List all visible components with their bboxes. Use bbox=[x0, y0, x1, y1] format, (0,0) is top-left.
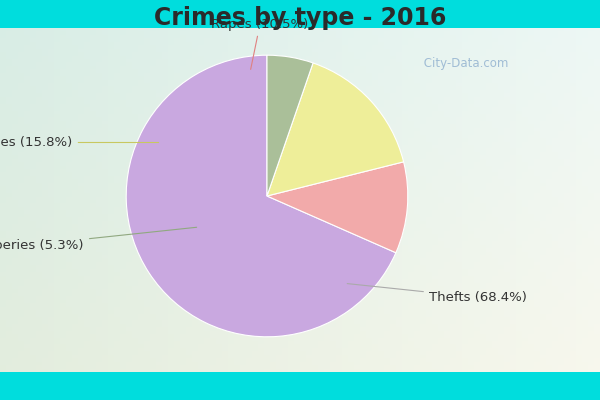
Wedge shape bbox=[267, 162, 408, 253]
Text: Rapes (10.5%): Rapes (10.5%) bbox=[211, 18, 308, 69]
Text: Thefts (68.4%): Thefts (68.4%) bbox=[347, 284, 527, 304]
Wedge shape bbox=[126, 55, 396, 337]
Text: Crimes by type - 2016: Crimes by type - 2016 bbox=[154, 6, 446, 30]
Text: City-Data.com: City-Data.com bbox=[420, 58, 508, 70]
Text: Burglaries (15.8%): Burglaries (15.8%) bbox=[0, 136, 158, 149]
Wedge shape bbox=[267, 55, 313, 196]
Text: Robberies (5.3%): Robberies (5.3%) bbox=[0, 227, 197, 252]
Wedge shape bbox=[267, 63, 404, 196]
